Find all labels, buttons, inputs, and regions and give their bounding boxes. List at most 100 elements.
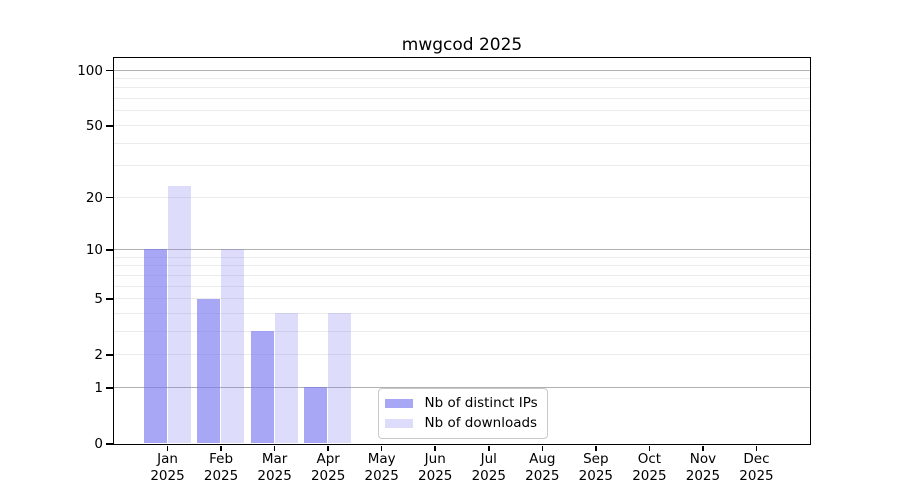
legend-entry-downloads: Nb of downloads: [384, 414, 538, 432]
y-tick-mark: [106, 387, 113, 389]
x-tick-label-apr: Apr 2025: [288, 451, 368, 485]
x-tick-month: Jul: [480, 451, 497, 467]
x-tick-label-may: May 2025: [342, 451, 422, 485]
x-tick-year: 2025: [578, 468, 614, 484]
x-tick-mark: [541, 445, 544, 451]
x-tick-label-jul: Jul 2025: [449, 451, 529, 485]
x-tick-mark: [327, 445, 329, 451]
x-tick-mark: [220, 445, 222, 451]
minor-gridline: [113, 142, 810, 144]
x-tick-year: 2025: [150, 468, 185, 484]
y-tick-label: 10: [85, 241, 103, 258]
x-tick-month: Aug: [529, 451, 556, 467]
x-tick-year: 2025: [525, 468, 560, 484]
legend-label: Nb of distinct IPs: [424, 394, 538, 411]
y-tick-mark: [106, 196, 113, 199]
minor-gridline: [113, 196, 810, 198]
x-tick-month: Sep: [583, 451, 609, 467]
y-tick-label: 5: [94, 291, 103, 308]
x-tick-month: Dec: [743, 451, 770, 467]
minor-gridline: [113, 87, 810, 89]
chart-title: mwgcod 2025: [401, 35, 523, 55]
x-tick-mark: [755, 445, 758, 451]
bar-ips-jan: [143, 249, 167, 444]
y-tick-label: 20: [85, 189, 103, 206]
x-tick-mark: [488, 445, 490, 451]
minor-gridline: [113, 265, 810, 267]
x-tick-label-feb: Feb 2025: [181, 451, 261, 485]
x-tick-year: 2025: [257, 468, 292, 484]
bar-downloads-jan: [167, 186, 191, 444]
x-tick-label-jun: Jun 2025: [395, 451, 475, 485]
bar-downloads-mar: [274, 313, 298, 444]
x-tick-month: Mar: [261, 451, 288, 467]
y-tick-label: 1: [94, 379, 103, 396]
x-tick-mark: [166, 445, 169, 451]
y-tick-mark: [106, 69, 113, 72]
minor-gridline: [113, 256, 810, 258]
x-tick-month: Feb: [209, 451, 234, 467]
x-tick-mark: [648, 445, 651, 451]
plot-area: Nb of distinct IPs Nb of downloads: [112, 56, 811, 445]
y-tick-label: 100: [77, 62, 103, 79]
y-tick-mark: [106, 443, 113, 445]
x-tick-mark: [434, 445, 436, 451]
legend-entry-ips: Nb of distinct IPs: [384, 394, 538, 412]
legend-label: Nb of downloads: [424, 414, 538, 431]
x-tick-year: 2025: [632, 468, 667, 484]
y-tick-mark: [106, 298, 113, 300]
x-tick-month: Nov: [689, 451, 717, 467]
bar-ips-apr: [304, 387, 328, 444]
x-tick-mark: [702, 445, 704, 451]
bar-ips-mar: [250, 331, 274, 444]
x-tick-month: Jun: [424, 451, 446, 467]
x-tick-label-dec: Dec 2025: [716, 451, 796, 485]
minor-gridline: [113, 78, 810, 80]
x-tick-label-nov: Nov 2025: [663, 451, 743, 485]
y-tick-mark: [106, 354, 113, 356]
minor-gridline: [113, 124, 810, 126]
minor-gridline: [113, 298, 810, 300]
legend: Nb of distinct IPs Nb of downloads: [377, 387, 548, 439]
major-gridline: [113, 69, 810, 71]
x-tick-month: Apr: [316, 451, 340, 467]
legend-swatch-downloads: [384, 418, 413, 428]
minor-gridline: [113, 165, 810, 167]
major-gridline: [113, 386, 810, 388]
x-tick-label-sep: Sep 2025: [556, 451, 636, 485]
minor-gridline: [113, 330, 810, 332]
x-tick-year: 2025: [685, 468, 721, 484]
bar-ips-feb: [197, 298, 221, 444]
x-tick-year: 2025: [739, 468, 774, 484]
x-tick-year: 2025: [418, 468, 453, 484]
minor-gridline: [113, 312, 810, 314]
x-tick-label-mar: Mar 2025: [235, 451, 315, 485]
y-tick-label: 0: [94, 436, 103, 452]
x-tick-year: 2025: [364, 468, 399, 484]
x-tick-year: 2025: [203, 468, 239, 484]
x-tick-month: May: [367, 451, 396, 467]
minor-gridline: [113, 354, 810, 356]
minor-gridline: [113, 285, 810, 287]
y-tick-label: 2: [94, 347, 103, 364]
bar-downloads-feb: [221, 249, 245, 444]
y-tick-mark: [106, 125, 113, 127]
x-tick-label-aug: Aug 2025: [502, 451, 582, 485]
y-tick-mark: [106, 249, 113, 251]
x-tick-year: 2025: [310, 468, 346, 484]
minor-gridline: [113, 110, 810, 112]
minor-gridline: [113, 98, 810, 100]
x-tick-label-jan: Jan 2025: [128, 451, 208, 485]
minor-gridline: [113, 274, 810, 276]
major-gridline: [113, 248, 810, 250]
legend-swatch-ips: [384, 398, 413, 408]
x-tick-mark: [595, 445, 597, 451]
x-tick-year: 2025: [471, 468, 506, 484]
x-tick-month: Jan: [157, 451, 178, 467]
y-tick-label: 50: [85, 117, 103, 134]
bar-downloads-apr: [328, 313, 352, 444]
x-tick-mark: [380, 445, 383, 451]
x-tick-month: Oct: [637, 451, 662, 467]
x-tick-mark: [273, 445, 276, 451]
